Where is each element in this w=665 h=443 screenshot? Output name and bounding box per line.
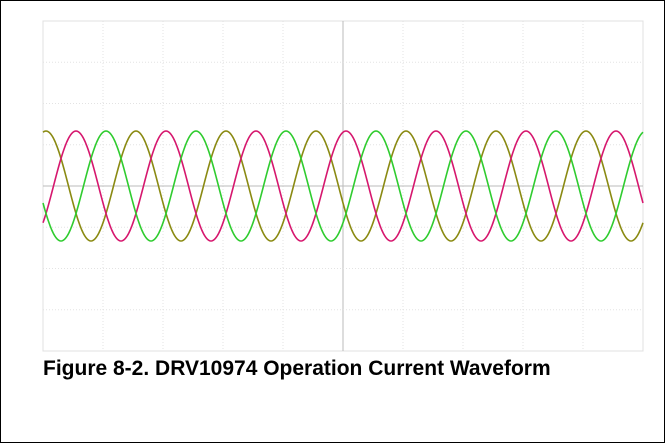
waveform xyxy=(42,130,644,242)
waveforms xyxy=(42,130,644,242)
oscilloscope-screen xyxy=(42,20,644,352)
waveform xyxy=(42,130,644,242)
waveform xyxy=(42,130,644,242)
figure-caption: Figure 8-2. DRV10974 Operation Current W… xyxy=(43,357,551,380)
